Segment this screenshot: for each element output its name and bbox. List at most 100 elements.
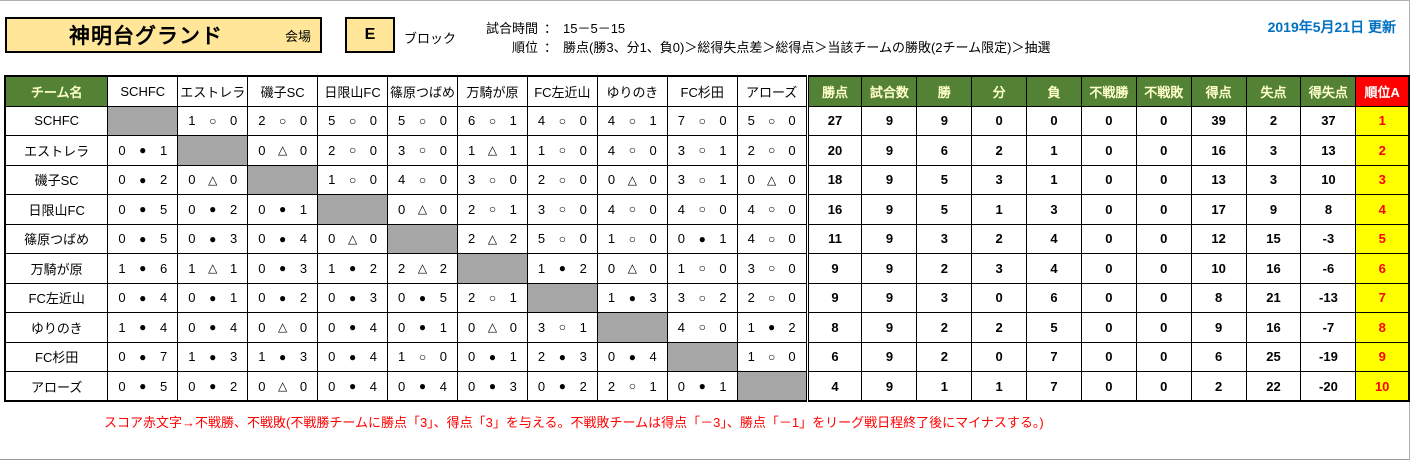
result-cell[interactable]: 3 ○ 0 — [457, 164, 528, 195]
stat-cell[interactable]: 8 — [1190, 282, 1247, 313]
stat-cell[interactable]: 2 — [916, 341, 973, 372]
result-cell[interactable]: 1 ○ 0 — [387, 341, 458, 372]
result-cell[interactable]: 1 △ 1 — [177, 253, 249, 284]
result-cell[interactable]: 5 ○ 0 — [317, 105, 389, 136]
result-cell[interactable]: 0 ● 5 — [107, 194, 179, 225]
block-letter-box[interactable]: E — [345, 17, 395, 53]
stat-cell[interactable]: 9 — [861, 223, 918, 254]
stat-cell[interactable]: 0 — [1080, 341, 1137, 372]
result-cell[interactable]: 1 ● 3 — [596, 282, 668, 313]
result-cell[interactable]: 0 ● 4 — [387, 371, 458, 402]
stat-cell[interactable]: 17 — [1190, 194, 1247, 225]
result-cell[interactable]: 2 △ 2 — [457, 223, 528, 254]
stat-cell[interactable]: 0 — [1135, 341, 1192, 372]
result-cell[interactable]: 3 ○ 0 — [526, 194, 598, 225]
team-name-cell[interactable]: ゆりのき — [4, 312, 109, 343]
result-cell[interactable]: 1 ● 3 — [247, 341, 319, 372]
stat-cell[interactable]: -20 — [1300, 371, 1357, 402]
stat-cell[interactable]: 3 — [1026, 194, 1082, 225]
result-cell[interactable]: 0 ● 7 — [107, 341, 179, 372]
result-cell[interactable]: 0 △ 0 — [247, 135, 319, 166]
stat-cell[interactable]: 11 — [805, 223, 863, 254]
rank-cell[interactable]: 10 — [1355, 371, 1410, 402]
stat-cell[interactable]: 9 — [805, 253, 863, 284]
team-name-cell[interactable]: 日限山FC — [4, 194, 109, 225]
result-cell[interactable]: 1 ● 3 — [177, 341, 249, 372]
stat-cell[interactable]: 4 — [1026, 223, 1082, 254]
rank-cell[interactable]: 7 — [1355, 282, 1410, 313]
result-cell[interactable]: 1 ● 4 — [107, 312, 179, 343]
stat-cell[interactable]: 1 — [971, 371, 1028, 402]
stat-cell[interactable]: 2 — [916, 312, 973, 343]
result-cell[interactable]: 3 ○ 1 — [666, 164, 738, 195]
rank-cell[interactable]: 6 — [1355, 253, 1410, 284]
stat-cell[interactable]: 39 — [1190, 105, 1247, 136]
result-cell[interactable]: 4 ○ 0 — [736, 194, 808, 225]
result-cell[interactable]: 2 ○ 1 — [457, 282, 528, 313]
result-cell[interactable]: 2 ○ 1 — [457, 194, 528, 225]
stat-cell[interactable]: 5 — [916, 164, 973, 195]
stat-cell[interactable]: 2 — [1190, 371, 1247, 402]
result-cell[interactable]: 1 ● 6 — [107, 253, 179, 284]
result-cell[interactable]: 0 ● 3 — [177, 223, 249, 254]
result-cell[interactable]: 1 ○ 0 — [736, 341, 808, 372]
stat-cell[interactable]: 1 — [1026, 135, 1082, 166]
stat-cell[interactable]: 0 — [1135, 253, 1192, 284]
result-cell[interactable]: 0 ● 1 — [247, 194, 319, 225]
stat-cell[interactable]: 8 — [805, 312, 863, 343]
result-cell[interactable]: 0 ● 4 — [596, 341, 668, 372]
stat-cell[interactable]: 13 — [1300, 135, 1357, 166]
stat-cell[interactable]: 3 — [971, 164, 1028, 195]
stat-cell[interactable]: 0 — [1080, 223, 1137, 254]
result-cell[interactable]: 4 ○ 1 — [596, 105, 668, 136]
result-cell[interactable]: 0 ● 1 — [387, 312, 458, 343]
result-cell[interactable]: 5 ○ 0 — [387, 105, 458, 136]
stat-cell[interactable]: 6 — [805, 341, 863, 372]
result-cell[interactable]: 0 ● 2 — [177, 371, 249, 402]
stat-cell[interactable]: 0 — [1080, 194, 1137, 225]
result-cell[interactable]: 2 ○ 0 — [736, 282, 808, 313]
stat-cell[interactable]: 16 — [1245, 253, 1302, 284]
result-cell[interactable]: 1 ○ 0 — [177, 105, 249, 136]
stat-cell[interactable]: 16 — [1190, 135, 1247, 166]
stat-cell[interactable]: 3 — [1245, 164, 1302, 195]
stat-cell[interactable]: -7 — [1300, 312, 1357, 343]
result-cell[interactable]: 3 ○ 2 — [666, 282, 738, 313]
stat-cell[interactable]: 9 — [861, 312, 918, 343]
stat-cell[interactable]: 0 — [1135, 164, 1192, 195]
stat-cell[interactable]: 1 — [971, 194, 1028, 225]
team-name-cell[interactable]: アローズ — [4, 371, 109, 402]
stat-cell[interactable]: 0 — [1080, 371, 1137, 402]
stat-cell[interactable]: 0 — [1135, 194, 1192, 225]
stat-cell[interactable]: 0 — [1135, 371, 1192, 402]
result-cell[interactable]: 0 △ 0 — [457, 312, 528, 343]
result-cell[interactable]: 0 ● 2 — [526, 371, 598, 402]
stat-cell[interactable]: 10 — [1190, 253, 1247, 284]
result-cell[interactable]: 1 ● 2 — [526, 253, 598, 284]
stat-cell[interactable]: 18 — [805, 164, 863, 195]
stat-cell[interactable]: 0 — [971, 282, 1028, 313]
result-cell[interactable]: 4 ○ 0 — [596, 194, 668, 225]
stat-cell[interactable]: 6 — [1026, 282, 1082, 313]
stat-cell[interactable]: 1 — [916, 371, 973, 402]
stat-cell[interactable]: 2 — [916, 253, 973, 284]
stat-cell[interactable]: 2 — [971, 223, 1028, 254]
result-cell[interactable]: 0 ● 4 — [317, 341, 389, 372]
result-cell[interactable]: 2 ○ 0 — [247, 105, 319, 136]
result-cell[interactable]: 0 ● 5 — [107, 371, 179, 402]
stat-cell[interactable]: 1 — [1026, 164, 1082, 195]
rank-cell[interactable]: 2 — [1355, 135, 1410, 166]
team-name-cell[interactable]: 磯子SC — [4, 164, 109, 195]
result-cell[interactable]: 1 ○ 0 — [317, 164, 389, 195]
result-cell[interactable]: 6 ○ 1 — [457, 105, 528, 136]
stat-cell[interactable]: 3 — [916, 223, 973, 254]
stat-cell[interactable]: 0 — [971, 105, 1028, 136]
result-cell[interactable]: 0 ● 1 — [457, 341, 528, 372]
result-cell[interactable]: 1 ○ 0 — [596, 223, 668, 254]
stat-cell[interactable]: -19 — [1300, 341, 1357, 372]
result-cell[interactable]: 4 ○ 0 — [666, 194, 738, 225]
result-cell[interactable]: 7 ○ 0 — [666, 105, 738, 136]
team-name-cell[interactable]: エストレラ — [4, 135, 109, 166]
stat-cell[interactable]: 20 — [805, 135, 863, 166]
rank-cell[interactable]: 8 — [1355, 312, 1410, 343]
